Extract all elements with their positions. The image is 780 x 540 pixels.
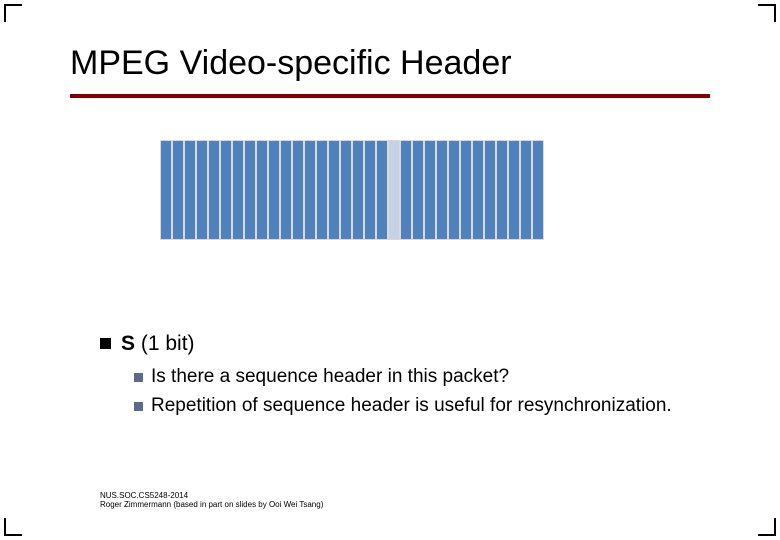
bit-cell bbox=[532, 140, 544, 240]
bullet-rest: (1 bit) bbox=[135, 332, 195, 355]
bitfield-diagram bbox=[160, 140, 544, 240]
bit-cell bbox=[268, 140, 280, 240]
bit-cell bbox=[400, 140, 412, 240]
bit-cell bbox=[184, 140, 196, 240]
bit-cell bbox=[424, 140, 436, 240]
bullet-marker-l2 bbox=[134, 373, 143, 382]
bit-cell bbox=[172, 140, 184, 240]
bit-cell bbox=[292, 140, 304, 240]
bit-cell bbox=[364, 140, 376, 240]
bit-cell bbox=[328, 140, 340, 240]
bit-cell bbox=[208, 140, 220, 240]
bullet-marker-l1 bbox=[100, 338, 111, 349]
bullet-text-l1: S (1 bit) bbox=[121, 330, 195, 357]
bit-cell bbox=[388, 140, 400, 240]
corner-bottom-left bbox=[4, 518, 22, 536]
bit-cell bbox=[496, 140, 508, 240]
bit-cell bbox=[508, 140, 520, 240]
title-underline bbox=[70, 94, 710, 98]
bit-cell bbox=[160, 140, 172, 240]
bullet-level2: Repetition of sequence header is useful … bbox=[134, 394, 700, 419]
bit-cell bbox=[340, 140, 352, 240]
bit-cell bbox=[412, 140, 424, 240]
corner-top-right bbox=[758, 4, 776, 22]
bit-cell bbox=[460, 140, 472, 240]
bit-cell bbox=[436, 140, 448, 240]
bullet-bold: S bbox=[121, 332, 135, 355]
bit-cell bbox=[280, 140, 292, 240]
bit-cell bbox=[220, 140, 232, 240]
corner-top-left bbox=[4, 4, 22, 22]
bullet-text-l2: Repetition of sequence header is useful … bbox=[151, 394, 672, 419]
bullet-text-l2: Is there a sequence header in this packe… bbox=[151, 365, 509, 390]
bit-cell bbox=[352, 140, 364, 240]
footer: NUS.SOC.CS5248-2014 Roger Zimmermann (ba… bbox=[100, 491, 323, 510]
bit-cell bbox=[316, 140, 328, 240]
bit-cell bbox=[232, 140, 244, 240]
bit-cell bbox=[448, 140, 460, 240]
footer-line1: NUS.SOC.CS5248-2014 bbox=[100, 491, 323, 501]
footer-line2: Roger Zimmermann (based in part on slide… bbox=[100, 500, 323, 510]
bit-cell bbox=[256, 140, 268, 240]
bullet-level1: S (1 bit) bbox=[100, 330, 700, 357]
bullet-level2: Is there a sequence header in this packe… bbox=[134, 365, 700, 390]
bit-cell bbox=[472, 140, 484, 240]
bullet-marker-l2 bbox=[134, 402, 143, 411]
bit-cell bbox=[520, 140, 532, 240]
bullet-list: S (1 bit) Is there a sequence header in … bbox=[100, 330, 700, 423]
corner-bottom-right bbox=[758, 518, 776, 536]
bit-cell bbox=[484, 140, 496, 240]
bit-cell bbox=[196, 140, 208, 240]
slide-title: MPEG Video-specific Header bbox=[70, 44, 512, 83]
bit-cell bbox=[304, 140, 316, 240]
bit-cell bbox=[244, 140, 256, 240]
bit-cell bbox=[376, 140, 388, 240]
slide: MPEG Video-specific Header S (1 bit) Is … bbox=[0, 0, 780, 540]
